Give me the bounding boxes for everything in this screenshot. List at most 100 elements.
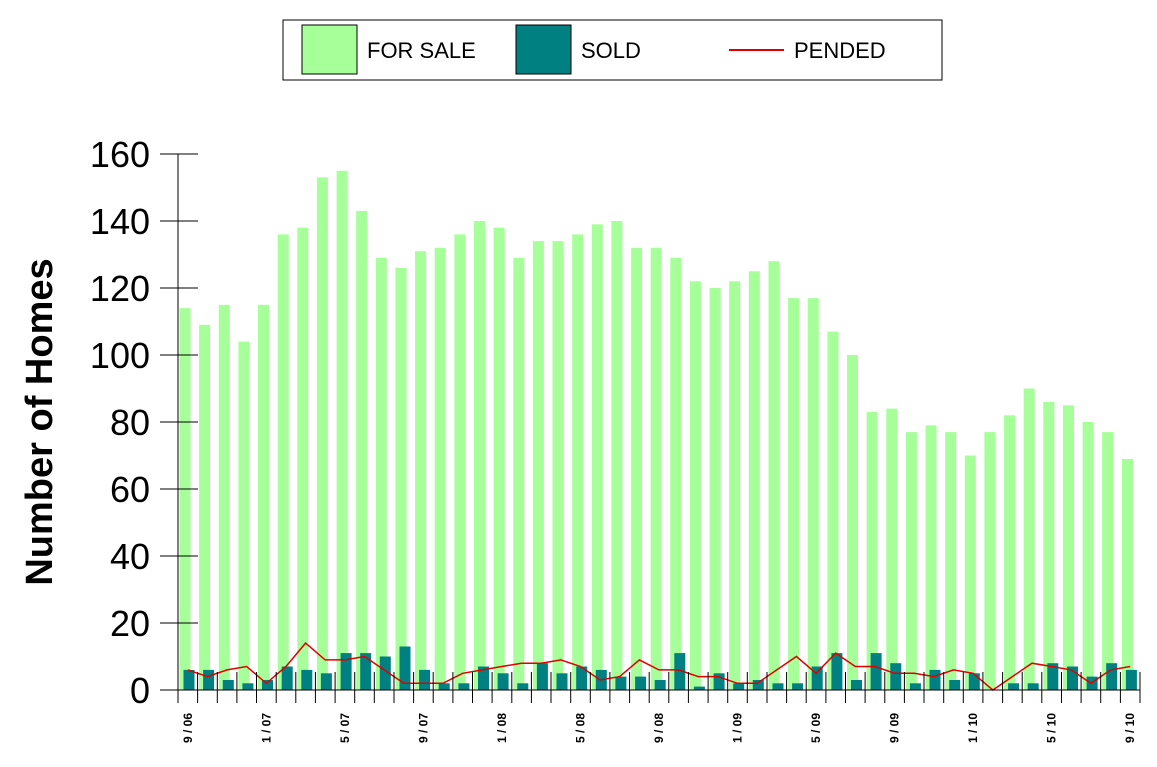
sold-bar: [301, 669, 313, 690]
for-sale-bar: [768, 261, 780, 690]
legend-box: [282, 19, 943, 81]
y-tick-label: 160: [90, 134, 150, 175]
for-sale-bar: [415, 251, 427, 690]
for-sale-bar: [866, 411, 878, 690]
for-sale-bar: [964, 455, 976, 690]
for-sale-bar: [179, 308, 191, 690]
for-sale-bar: [788, 298, 800, 690]
x-tick-label: 5 / 09: [809, 713, 823, 743]
sold-bar: [811, 666, 823, 690]
for-sale-bar: [1102, 432, 1114, 690]
sold-bar: [1106, 663, 1118, 690]
legend-label-pended: PENDED: [794, 38, 886, 63]
legend-swatch-sold: [515, 24, 572, 75]
sold-bar: [262, 680, 273, 690]
sold-bar: [222, 680, 234, 690]
sold-bar: [909, 683, 921, 690]
x-tick-label: 9 / 08: [652, 713, 666, 743]
sold-bar: [438, 683, 450, 690]
plot-area: [179, 170, 1137, 691]
for-sale-bar: [650, 247, 662, 691]
for-sale-bar: [807, 298, 819, 690]
sold-bar: [870, 653, 882, 690]
sold-bar: [693, 686, 705, 690]
legend-swatch-for-sale: [301, 24, 358, 75]
axes: 0 20 40 60 80 100 120 140 160 9 / 06 1 / 07 5 / 07 9…: [90, 134, 1141, 743]
for-sale-bar: [1043, 401, 1055, 690]
sold-bar: [1008, 683, 1020, 690]
y-tick-label: 100: [90, 335, 150, 376]
y-tick-label: 60: [110, 469, 150, 510]
legend: FOR SALE SOLD PENDED: [282, 19, 943, 81]
y-tick-label: 20: [110, 603, 150, 644]
for-sale-bar: [670, 257, 682, 690]
for-sale-bar: [748, 271, 760, 691]
sold-bar: [851, 680, 862, 690]
for-sale-bar: [827, 331, 839, 690]
for-sale-bar: [277, 234, 289, 690]
sold-bar: [419, 669, 431, 690]
x-tick-label: 9 / 06: [181, 713, 195, 743]
sold-bar: [183, 669, 195, 690]
sold-bar: [831, 653, 843, 690]
for-sale-bar: [375, 257, 387, 690]
for-sale-bar: [1082, 422, 1094, 690]
sold-bar: [635, 676, 647, 690]
sold-bar: [654, 680, 666, 690]
for-sale-bar: [886, 408, 898, 690]
for-sale-bar: [611, 221, 623, 690]
y-tick-label: 40: [110, 536, 150, 577]
for-sale-bar: [513, 257, 525, 690]
for-sale-bar: [395, 267, 407, 690]
for-sale-bar: [1023, 388, 1035, 690]
x-tick-label: 9 / 09: [888, 713, 902, 743]
sold-bar: [320, 673, 332, 691]
for-sale-bar: [336, 170, 348, 691]
for-sale-bar: [218, 304, 230, 691]
sold-bar: [556, 673, 568, 691]
sold-bar: [517, 683, 529, 690]
for-sale-bar: [356, 210, 368, 690]
sold-bar: [242, 683, 254, 690]
sold-bar: [752, 680, 764, 690]
y-tick-label: 140: [90, 201, 150, 242]
sold-bar: [458, 683, 470, 690]
for-sale-bar: [1063, 405, 1074, 691]
for-sale-bar: [591, 224, 603, 691]
for-sale-bar: [945, 432, 957, 690]
for-sale-bar: [689, 281, 701, 690]
sold-bar: [1047, 663, 1059, 690]
sold-bar: [674, 653, 686, 690]
for-sale-bar: [729, 281, 741, 690]
sold-bar: [949, 680, 961, 690]
for-sale-bar: [297, 227, 309, 690]
for-sale-bar: [1004, 415, 1016, 690]
for-sale-bar: [258, 304, 269, 691]
for-sale-bar: [1121, 458, 1133, 690]
sold-bar: [360, 653, 372, 690]
for-sale-bar: [847, 355, 858, 690]
for-sale-bar: [199, 324, 211, 690]
x-tick-label: 1 / 09: [731, 713, 745, 743]
sold-bar: [929, 669, 941, 690]
for-sale-bar: [984, 432, 996, 690]
y-axis-label: Number of Homes: [19, 258, 61, 585]
for-sale-bar: [454, 234, 466, 690]
sold-bar: [478, 666, 489, 690]
for-sale-bar: [572, 234, 584, 690]
y-tick-label: 0: [130, 670, 150, 711]
sold-bar: [615, 676, 627, 690]
x-tick-label: 5 / 07: [338, 713, 352, 743]
for-sale-bar: [493, 227, 505, 690]
for-sale-bar: [709, 288, 721, 690]
sold-bar: [968, 673, 980, 691]
sold-bar: [733, 683, 745, 690]
x-tick-label: 9 / 07: [416, 713, 430, 743]
x-tick-label: 5 / 08: [574, 713, 588, 743]
for-sale-bar: [532, 241, 544, 690]
sold-bar: [203, 669, 215, 690]
pended-line: [187, 642, 1131, 691]
sold-bar: [379, 656, 391, 690]
sold-bar: [792, 683, 804, 690]
